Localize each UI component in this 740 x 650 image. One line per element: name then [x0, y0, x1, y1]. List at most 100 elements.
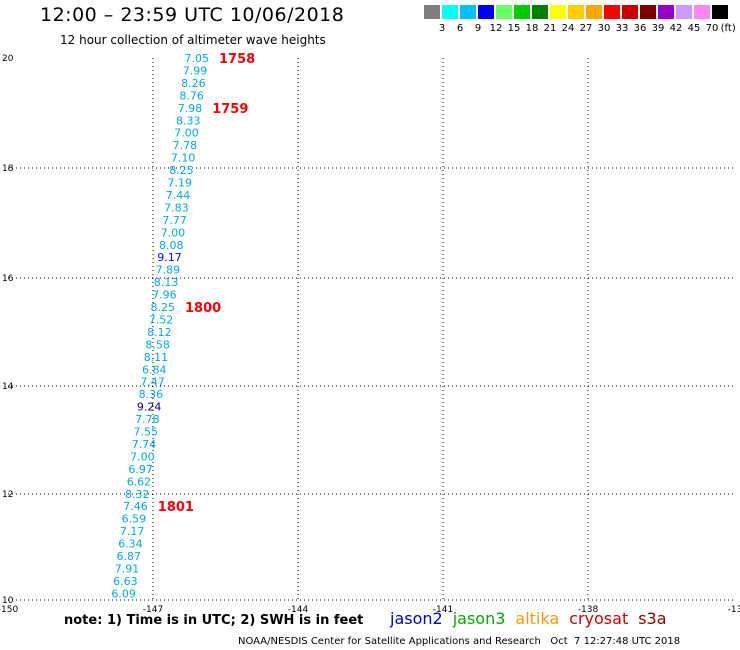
wave-height-value: 6.34 [118, 538, 143, 551]
time-label: 1800 [185, 301, 221, 316]
wave-height-value: 6.87 [117, 550, 142, 563]
map-grid [8, 58, 735, 601]
wave-height-value: 7.78 [135, 413, 160, 426]
wave-height-value: 8.58 [145, 338, 170, 351]
legend-swatch [532, 5, 548, 19]
lon-tick-label: -150 [0, 605, 18, 615]
legend-label: 42 [669, 23, 683, 34]
wave-height-value: 7.83 [164, 201, 189, 214]
map-title: 12:00 – 23:59 UTC 10/06/2018 [40, 4, 345, 26]
wave-height-value: 7.99 [183, 64, 208, 77]
lat-tick-label: 16 [2, 274, 14, 284]
lon-tick-label: -138 [578, 605, 599, 615]
wave-height-value: 7.47 [140, 376, 165, 389]
lat-tick-label: 20 [2, 54, 14, 64]
wave-height-value: 8.76 [179, 89, 204, 102]
wave-height-value: 7.98 [178, 102, 203, 115]
wave-height-value: 7.17 [120, 525, 145, 538]
legend-label: 39 [651, 23, 665, 34]
legend-swatch [460, 5, 476, 19]
wave-height-value: 7.46 [123, 500, 148, 513]
wave-height-value: 7.91 [115, 562, 140, 575]
time-label: 1759 [212, 102, 248, 117]
lat-tick-label: 14 [2, 382, 14, 392]
credit-line: NOAA/NESDIS Center for Satellite Applica… [238, 636, 681, 647]
axis-ticks: 20 18 16 14 12 10-150 -147 -144 -141 -138 -13 [0, 54, 740, 615]
legend-swatch [676, 5, 692, 19]
legend-swatch [496, 5, 512, 19]
satellite-cryosat: cryosat [569, 609, 629, 628]
wave-height-value: 7.00 [174, 127, 199, 140]
wave-height-value: 7.00 [130, 450, 155, 463]
wave-height-value: 9.17 [157, 251, 182, 264]
legend-label: 15 [507, 23, 521, 34]
legend-label: 70 [705, 23, 719, 34]
legend-swatch [478, 5, 494, 19]
wave-height-value: 8.11 [144, 351, 169, 364]
legend-swatch [604, 5, 620, 19]
legend-swatch [622, 5, 638, 19]
satellite-jason3: jason3 [452, 609, 506, 628]
lat-tick-label: 18 [2, 164, 14, 174]
wave-height-value: 7.44 [166, 189, 191, 202]
wave-height-value: 7.74 [132, 438, 157, 451]
legend-swatch [658, 5, 674, 19]
time-label: 1801 [158, 500, 194, 515]
legend-unit: (ft) [720, 23, 736, 34]
legend-label: 33 [615, 23, 629, 34]
legend-label: 24 [561, 23, 575, 34]
satellite-s3a: s3a [638, 609, 667, 628]
wave-height-value: 7.19 [168, 177, 193, 190]
wave-height-track: 7.057.998.268.767.988.337.007.787.108.25… [111, 52, 209, 600]
lon-tick-label: -141 [433, 605, 453, 615]
wave-height-value: 8.13 [154, 276, 179, 289]
satellite-jason2: jason2 [390, 609, 443, 628]
legend-swatch [568, 5, 584, 19]
satellite-altika: altika [515, 609, 560, 628]
legend-swatch [550, 5, 566, 19]
wave-height-value: 8.25 [151, 301, 176, 314]
wave-height-value: 6.62 [127, 475, 152, 488]
legend-swatch [586, 5, 602, 19]
wave-height-value: 7.00 [161, 226, 186, 239]
wave-height-value: 8.25 [169, 164, 194, 177]
lon-tick-label: -13 [728, 605, 740, 615]
wave-height-value: 8.26 [181, 77, 206, 90]
legend-label: 12 [489, 23, 503, 34]
time-labels: 1758 1759 1800 1801 [158, 52, 255, 515]
wave-height-value: 9.24 [137, 401, 162, 414]
wave-height-value: 8.36 [139, 388, 164, 401]
legend-label: 21 [543, 23, 557, 34]
legend-label: 36 [633, 23, 647, 34]
wave-height-value: 8.12 [147, 326, 172, 339]
legend-swatch [424, 5, 440, 19]
wave-height-value: 7.89 [156, 264, 181, 277]
legend-swatch [640, 5, 656, 19]
lat-tick-label: 10 [2, 596, 14, 606]
legend-label: 9 [474, 23, 482, 34]
wave-height-value: 7.96 [152, 289, 177, 302]
wave-height-value: 7.10 [171, 152, 196, 165]
legend-swatch [712, 5, 728, 19]
legend-label: 3 [438, 23, 446, 34]
map-subtitle: 12 hour collection of altimeter wave hei… [60, 33, 326, 47]
legend-label: 27 [579, 23, 593, 34]
footnote: note: 1) Time is in UTC; 2) SWH is in fe… [64, 613, 364, 628]
wave-height-value: 8.33 [176, 114, 201, 127]
legend-swatch [694, 5, 710, 19]
legend-swatch [442, 5, 458, 19]
wave-height-value: 7.55 [134, 426, 159, 439]
wave-height-value: 6.97 [128, 463, 153, 476]
wave-height-value: 6.84 [142, 363, 167, 376]
lon-tick-label: -144 [288, 605, 309, 615]
legend-label: 18 [525, 23, 539, 34]
wave-height-value: 6.59 [122, 513, 147, 526]
time-label: 1758 [219, 52, 255, 67]
wave-height-value: 7.05 [185, 52, 210, 65]
lon-tick-label: -147 [143, 605, 163, 615]
legend-label: 30 [597, 23, 611, 34]
legend-label: 6 [456, 23, 464, 34]
wave-height-value: 6.63 [113, 575, 138, 588]
wave-height-value: 8.08 [159, 239, 184, 252]
